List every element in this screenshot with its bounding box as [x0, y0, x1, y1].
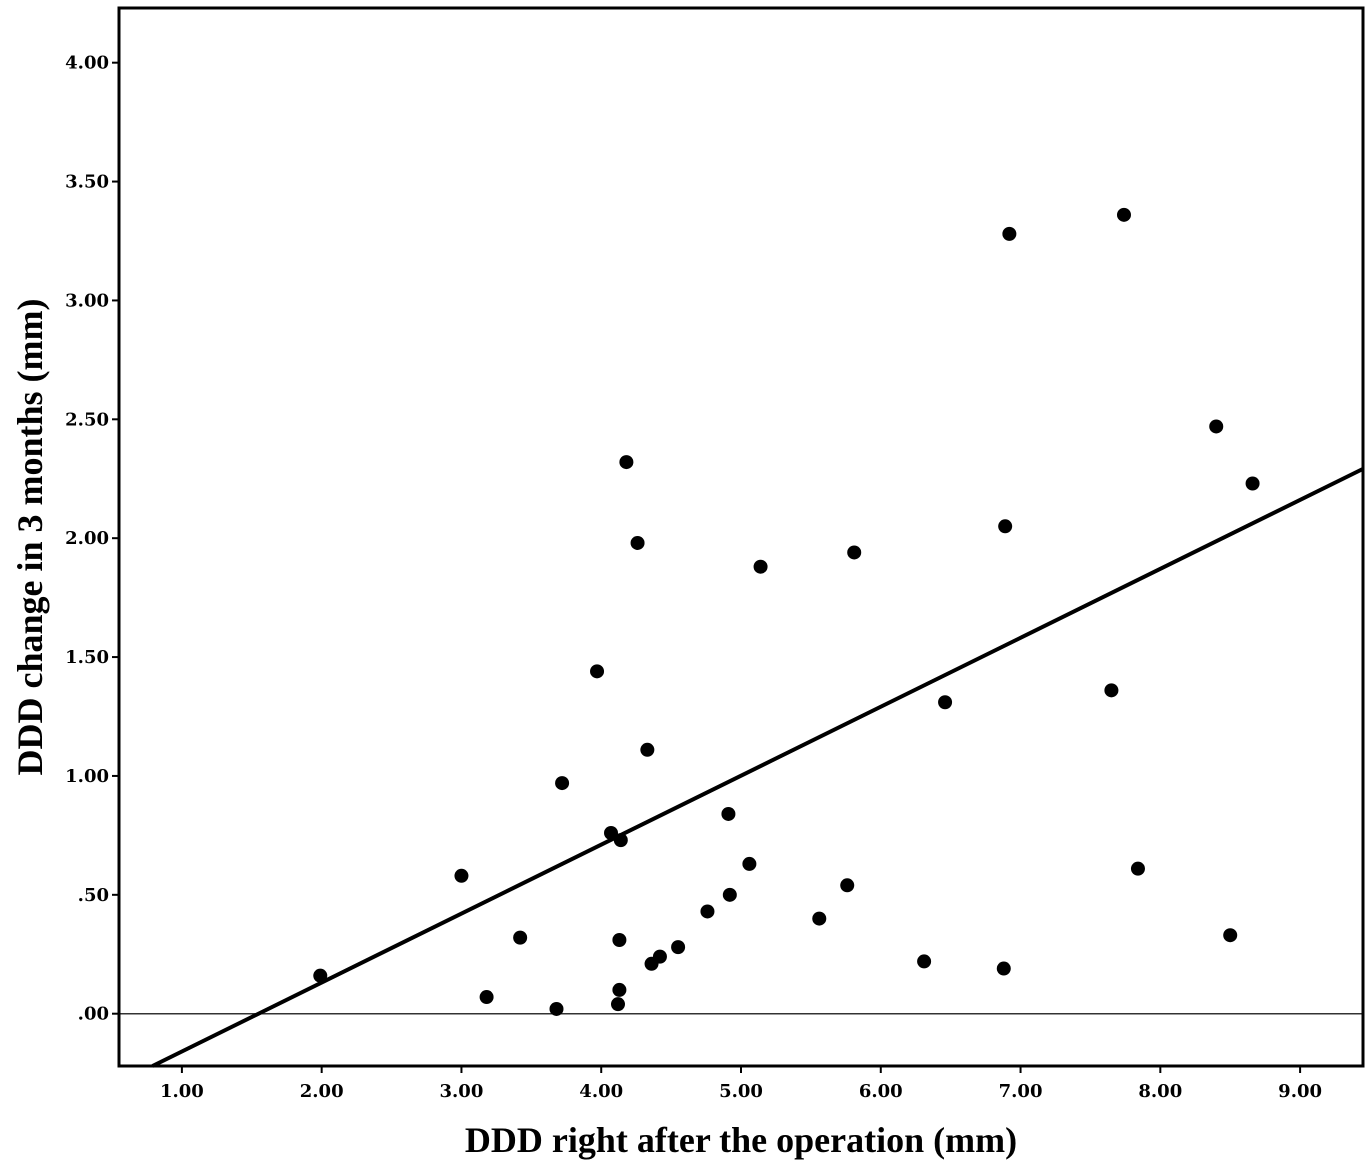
data-point: [630, 535, 645, 550]
x-tick-label: 7.00: [999, 1081, 1043, 1102]
data-point: [513, 930, 528, 945]
x-tick-label: 5.00: [719, 1081, 763, 1102]
data-point: [640, 742, 655, 757]
data-point: [604, 826, 619, 841]
data-point: [722, 887, 737, 902]
y-tick-label: .00: [78, 1004, 109, 1025]
data-point: [742, 856, 757, 871]
y-axis-title: DDD change in 3 months (mm): [10, 299, 50, 776]
x-tick-label: 4.00: [579, 1081, 623, 1102]
data-point: [671, 940, 686, 955]
plot-frame: [117, 6, 1365, 1068]
data-point: [613, 833, 628, 848]
x-tick-label: 6.00: [859, 1081, 903, 1102]
data-point: [721, 806, 736, 821]
data-point: [938, 695, 953, 710]
y-tick-label: 1.50: [65, 647, 109, 668]
data-point: [612, 932, 627, 947]
data-point: [700, 904, 715, 919]
regression-fit-line: [151, 467, 1364, 1068]
data-point: [612, 982, 627, 997]
data-point: [1104, 683, 1119, 698]
data-point: [998, 519, 1013, 534]
x-tick-label: 9.00: [1278, 1081, 1322, 1102]
x-tick-label: 2.00: [300, 1081, 344, 1102]
data-point: [619, 455, 634, 470]
plot-area: [119, 207, 1364, 1068]
data-point: [840, 878, 855, 893]
data-point: [917, 954, 932, 969]
data-point: [549, 1001, 564, 1016]
x-axis-title: DDD right after the operation (mm): [465, 1120, 1017, 1160]
y-tick-label: 2.50: [65, 409, 109, 430]
data-point: [1223, 928, 1238, 943]
data-point: [454, 868, 469, 883]
data-point: [1209, 419, 1224, 434]
data-point: [479, 990, 494, 1005]
data-point: [753, 559, 768, 574]
data-point: [847, 545, 862, 560]
data-point: [996, 961, 1011, 976]
y-axis: .00 .50 1.00 1.50 2.00 2.50 3.00 3.50 4.00: [65, 53, 119, 1025]
data-point: [590, 664, 605, 679]
data-point: [1116, 207, 1131, 222]
data-point: [610, 997, 625, 1012]
data-point: [313, 968, 328, 983]
y-tick-label: 4.00: [65, 53, 109, 74]
x-tick-label: 8.00: [1138, 1081, 1182, 1102]
data-point: [1245, 476, 1260, 491]
x-tick-label: 1.00: [160, 1081, 204, 1102]
data-point: [555, 776, 570, 791]
y-tick-label: 1.00: [65, 766, 109, 787]
data-point: [1130, 861, 1145, 876]
x-tick-label: 3.00: [440, 1081, 484, 1102]
y-tick-label: 2.00: [65, 528, 109, 549]
y-tick-label: 3.50: [65, 172, 109, 193]
data-point: [652, 949, 667, 964]
x-axis: 1.00 2.00 3.00 4.00 5.00 6.00 7.00 8.00 9.00: [160, 1066, 1322, 1102]
y-tick-label: .50: [78, 885, 109, 906]
data-point: [1002, 226, 1017, 241]
y-tick-label: 3.00: [65, 290, 109, 311]
data-point: [812, 911, 827, 926]
